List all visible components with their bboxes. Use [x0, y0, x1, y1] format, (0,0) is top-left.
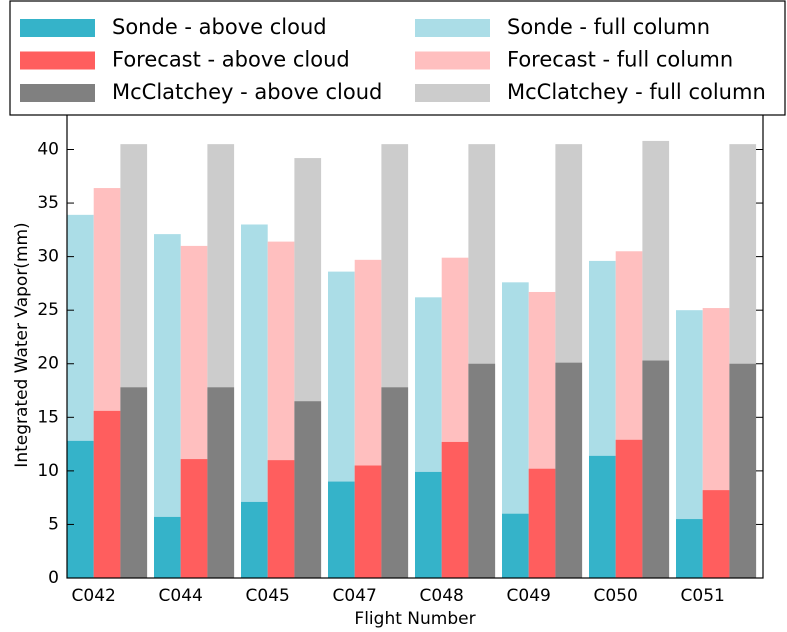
x-tick-label: C047: [333, 586, 377, 606]
x-tick-label: C048: [420, 586, 464, 606]
bar: [555, 362, 583, 578]
bar: [589, 455, 616, 578]
bar: [354, 465, 382, 578]
legend-swatch: [415, 19, 490, 37]
bar: [502, 513, 529, 578]
bar: [93, 410, 121, 578]
legend-swatch: [415, 84, 490, 102]
legend-box: [9, 0, 786, 116]
y-tick-label: 30: [37, 247, 59, 267]
bar: [120, 387, 148, 578]
legend-label: Sonde - above cloud: [112, 15, 327, 39]
bar: [702, 490, 730, 578]
legend-swatch: [20, 51, 95, 70]
y-tick-label: 35: [37, 193, 59, 213]
legend-label: Sonde - full column: [507, 15, 710, 39]
bar: [441, 441, 469, 578]
y-tick-label: 25: [37, 300, 59, 320]
x-tick-label: C051: [681, 586, 725, 606]
y-tick-label: 10: [37, 461, 59, 481]
legend-label: Forecast - above cloud: [112, 48, 350, 72]
bar: [154, 516, 181, 578]
legend-label: McClatchey - full column: [507, 80, 766, 104]
y-tick-label: 15: [37, 407, 59, 427]
bar: [528, 468, 556, 578]
bar: [615, 439, 643, 578]
legend-label: McClatchey - above cloud: [112, 80, 382, 104]
legend-label: Forecast - full column: [507, 48, 733, 72]
bar: [415, 471, 442, 578]
bar: [381, 387, 409, 578]
legend-swatch: [415, 51, 490, 70]
y-tick-label: 0: [48, 568, 59, 588]
y-tick-label: 40: [37, 139, 59, 159]
legend-swatch: [20, 84, 95, 102]
y-tick-label: 5: [48, 514, 59, 534]
x-tick-label: C050: [594, 586, 638, 606]
x-tick-label: C042: [72, 586, 116, 606]
bar: [328, 481, 355, 578]
bar: [468, 363, 496, 578]
y-tick-label: 20: [37, 354, 59, 374]
bar: [676, 519, 703, 578]
bar: [294, 401, 322, 578]
x-tick-label: C044: [159, 586, 203, 606]
x-axis-title: Flight Number: [354, 609, 475, 629]
bar: [207, 387, 235, 578]
bar: [241, 501, 268, 578]
x-tick-label: C045: [246, 586, 290, 606]
bar: [180, 459, 208, 578]
legend-swatch: [20, 19, 95, 37]
bar: [67, 440, 94, 578]
x-tick-label: C049: [507, 586, 551, 606]
bar: [267, 460, 295, 578]
bar: [642, 360, 670, 578]
y-axis-title: Integrated Water Vapor(mm): [12, 222, 32, 467]
bar: [729, 363, 757, 578]
